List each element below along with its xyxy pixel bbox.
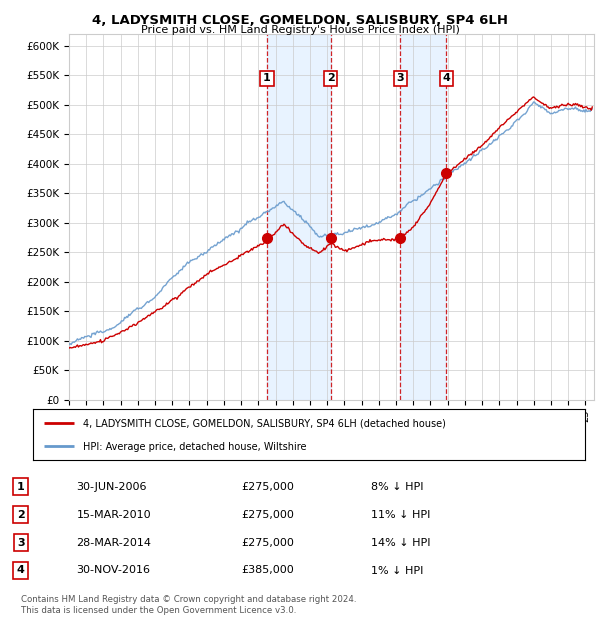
Text: £275,000: £275,000 xyxy=(241,482,294,492)
Text: 4: 4 xyxy=(17,565,25,575)
Text: £385,000: £385,000 xyxy=(241,565,294,575)
Text: 4: 4 xyxy=(442,73,450,83)
Text: Contains HM Land Registry data © Crown copyright and database right 2024.
This d: Contains HM Land Registry data © Crown c… xyxy=(21,595,356,614)
Text: 8% ↓ HPI: 8% ↓ HPI xyxy=(371,482,423,492)
Text: 15-MAR-2010: 15-MAR-2010 xyxy=(77,510,151,520)
Text: 4, LADYSMITH CLOSE, GOMELDON, SALISBURY, SP4 6LH: 4, LADYSMITH CLOSE, GOMELDON, SALISBURY,… xyxy=(92,14,508,27)
Text: 1: 1 xyxy=(17,482,25,492)
Text: 2: 2 xyxy=(327,73,335,83)
Text: 3: 3 xyxy=(397,73,404,83)
Text: Price paid vs. HM Land Registry's House Price Index (HPI): Price paid vs. HM Land Registry's House … xyxy=(140,25,460,35)
Text: £275,000: £275,000 xyxy=(241,538,294,547)
Text: HPI: Average price, detached house, Wiltshire: HPI: Average price, detached house, Wilt… xyxy=(83,442,306,452)
Text: 11% ↓ HPI: 11% ↓ HPI xyxy=(371,510,430,520)
Bar xyxy=(267,34,331,400)
Bar xyxy=(400,34,446,400)
Text: 30-NOV-2016: 30-NOV-2016 xyxy=(77,565,151,575)
Text: 28-MAR-2014: 28-MAR-2014 xyxy=(77,538,152,547)
Text: 1% ↓ HPI: 1% ↓ HPI xyxy=(371,565,423,575)
Text: £275,000: £275,000 xyxy=(241,510,294,520)
Text: 14% ↓ HPI: 14% ↓ HPI xyxy=(371,538,430,547)
Text: 3: 3 xyxy=(17,538,25,547)
Text: 4, LADYSMITH CLOSE, GOMELDON, SALISBURY, SP4 6LH (detached house): 4, LADYSMITH CLOSE, GOMELDON, SALISBURY,… xyxy=(83,418,446,428)
Text: 30-JUN-2006: 30-JUN-2006 xyxy=(77,482,147,492)
Text: 1: 1 xyxy=(263,73,271,83)
Text: 2: 2 xyxy=(17,510,25,520)
